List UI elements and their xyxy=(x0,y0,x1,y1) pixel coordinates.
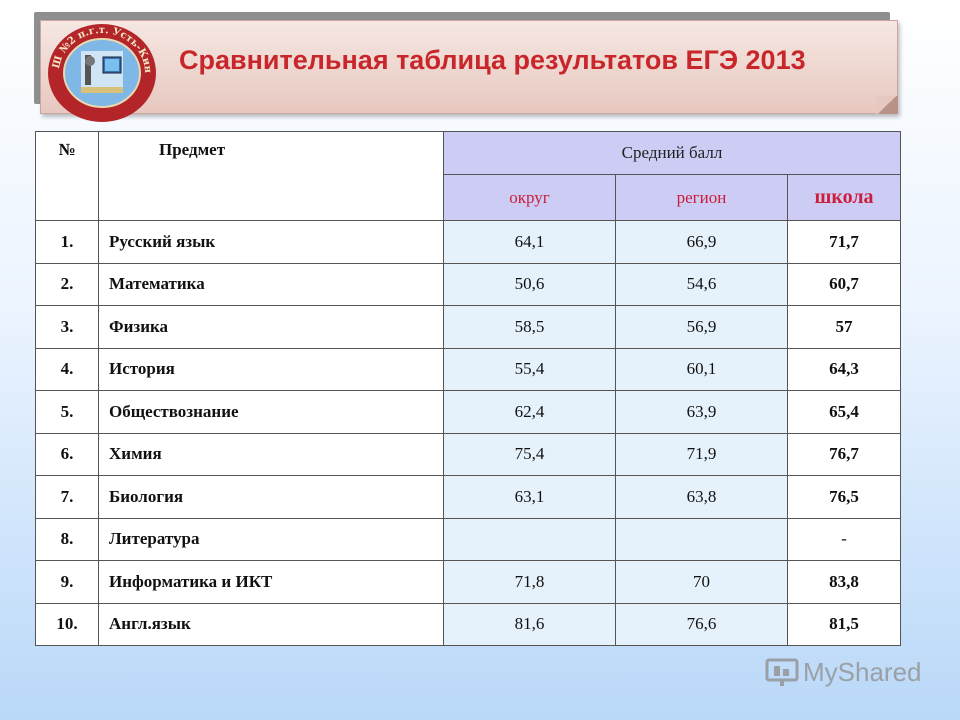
row-subject: Англ.язык xyxy=(98,602,444,646)
banner-page-curl xyxy=(876,96,898,114)
presentation-icon xyxy=(765,658,799,686)
row-region-score: 70 xyxy=(615,560,788,604)
table-row: 2. Математика 50,6 54,6 60,7 xyxy=(35,262,901,306)
row-school-score: 76,7 xyxy=(787,432,901,476)
row-number: 1. xyxy=(35,220,99,264)
myshared-watermark[interactable]: MyShared xyxy=(765,656,922,688)
row-school-score: 81,5 xyxy=(787,602,901,646)
table-row: 6. Химия 75,4 71,9 76,7 xyxy=(35,432,901,476)
title-banner: Сравнительная таблица результатов ЕГЭ 20… xyxy=(40,20,898,114)
header-school: школа xyxy=(787,174,901,221)
row-region-score: 63,8 xyxy=(615,475,788,519)
table-row: 7. Биология 63,1 63,8 76,5 xyxy=(35,475,901,519)
row-school-score: 76,5 xyxy=(787,475,901,519)
row-number: 5. xyxy=(35,390,99,434)
row-district-score: 64,1 xyxy=(443,220,616,264)
row-district-score: 55,4 xyxy=(443,347,616,391)
row-number: 6. xyxy=(35,432,99,476)
row-district-score: 81,6 xyxy=(443,602,616,646)
row-district-score: 71,8 xyxy=(443,560,616,604)
results-table: № Предмет Средний балл округ регион школ… xyxy=(35,131,901,646)
row-district-score: 75,4 xyxy=(443,432,616,476)
row-region-score: 66,9 xyxy=(615,220,788,264)
row-school-score: - xyxy=(787,517,901,561)
watermark-text: MyShared xyxy=(803,656,922,687)
row-number: 9. xyxy=(35,560,99,604)
school-logo: ГБОУ СОШ №2 п.г.т. Усть-Кинельский xyxy=(45,21,156,122)
row-region-score: 76,6 xyxy=(615,602,788,646)
row-region-score: 63,9 xyxy=(615,390,788,434)
row-school-score: 60,7 xyxy=(787,262,901,306)
row-subject: Литература xyxy=(98,517,444,561)
row-subject: Химия xyxy=(98,432,444,476)
row-school-score: 71,7 xyxy=(787,220,901,264)
row-region-score: 71,9 xyxy=(615,432,788,476)
row-subject: Обществознание xyxy=(98,390,444,434)
row-school-score: 65,4 xyxy=(787,390,901,434)
row-school-score: 57 xyxy=(787,305,901,349)
row-district-score: 62,4 xyxy=(443,390,616,434)
header-subject: Предмет xyxy=(98,131,444,221)
results-table-container: № Предмет Средний балл округ регион школ… xyxy=(35,131,901,646)
table-row: 9. Информатика и ИКТ 71,8 70 83,8 xyxy=(35,560,901,604)
row-subject: История xyxy=(98,347,444,391)
row-district-score: 58,5 xyxy=(443,305,616,349)
row-subject: Физика xyxy=(98,305,444,349)
row-subject: Биология xyxy=(98,475,444,519)
row-region-score xyxy=(615,517,788,561)
row-number: 8. xyxy=(35,517,99,561)
header-region: регион xyxy=(615,174,788,221)
row-subject: Русский язык xyxy=(98,220,444,264)
row-region-score: 60,1 xyxy=(615,347,788,391)
row-number: 7. xyxy=(35,475,99,519)
row-number: 4. xyxy=(35,347,99,391)
table-row: 10. Англ.язык 81,6 76,6 81,5 xyxy=(35,602,901,646)
row-region-score: 56,9 xyxy=(615,305,788,349)
table-row: 1. Русский язык 64,1 66,9 71,7 xyxy=(35,220,901,264)
row-district-score: 50,6 xyxy=(443,262,616,306)
header-number: № xyxy=(35,131,99,221)
row-school-score: 83,8 xyxy=(787,560,901,604)
row-district-score: 63,1 xyxy=(443,475,616,519)
table-row: 3. Физика 58,5 56,9 57 xyxy=(35,305,901,349)
row-number: 3. xyxy=(35,305,99,349)
row-district-score xyxy=(443,517,616,561)
row-region-score: 54,6 xyxy=(615,262,788,306)
row-number: 2. xyxy=(35,262,99,306)
table-row: 4. История 55,4 60,1 64,3 xyxy=(35,347,901,391)
header-average-score: Средний балл xyxy=(443,131,901,175)
row-school-score: 64,3 xyxy=(787,347,901,391)
page-title: Сравнительная таблица результатов ЕГЭ 20… xyxy=(179,45,806,75)
table-row: 5. Обществознание 62,4 63,9 65,4 xyxy=(35,390,901,434)
row-number: 10. xyxy=(35,602,99,646)
table-row: 8. Литература - xyxy=(35,517,901,561)
row-subject: Информатика и ИКТ xyxy=(98,560,444,604)
header-district: округ xyxy=(443,174,616,221)
row-subject: Математика xyxy=(98,262,444,306)
